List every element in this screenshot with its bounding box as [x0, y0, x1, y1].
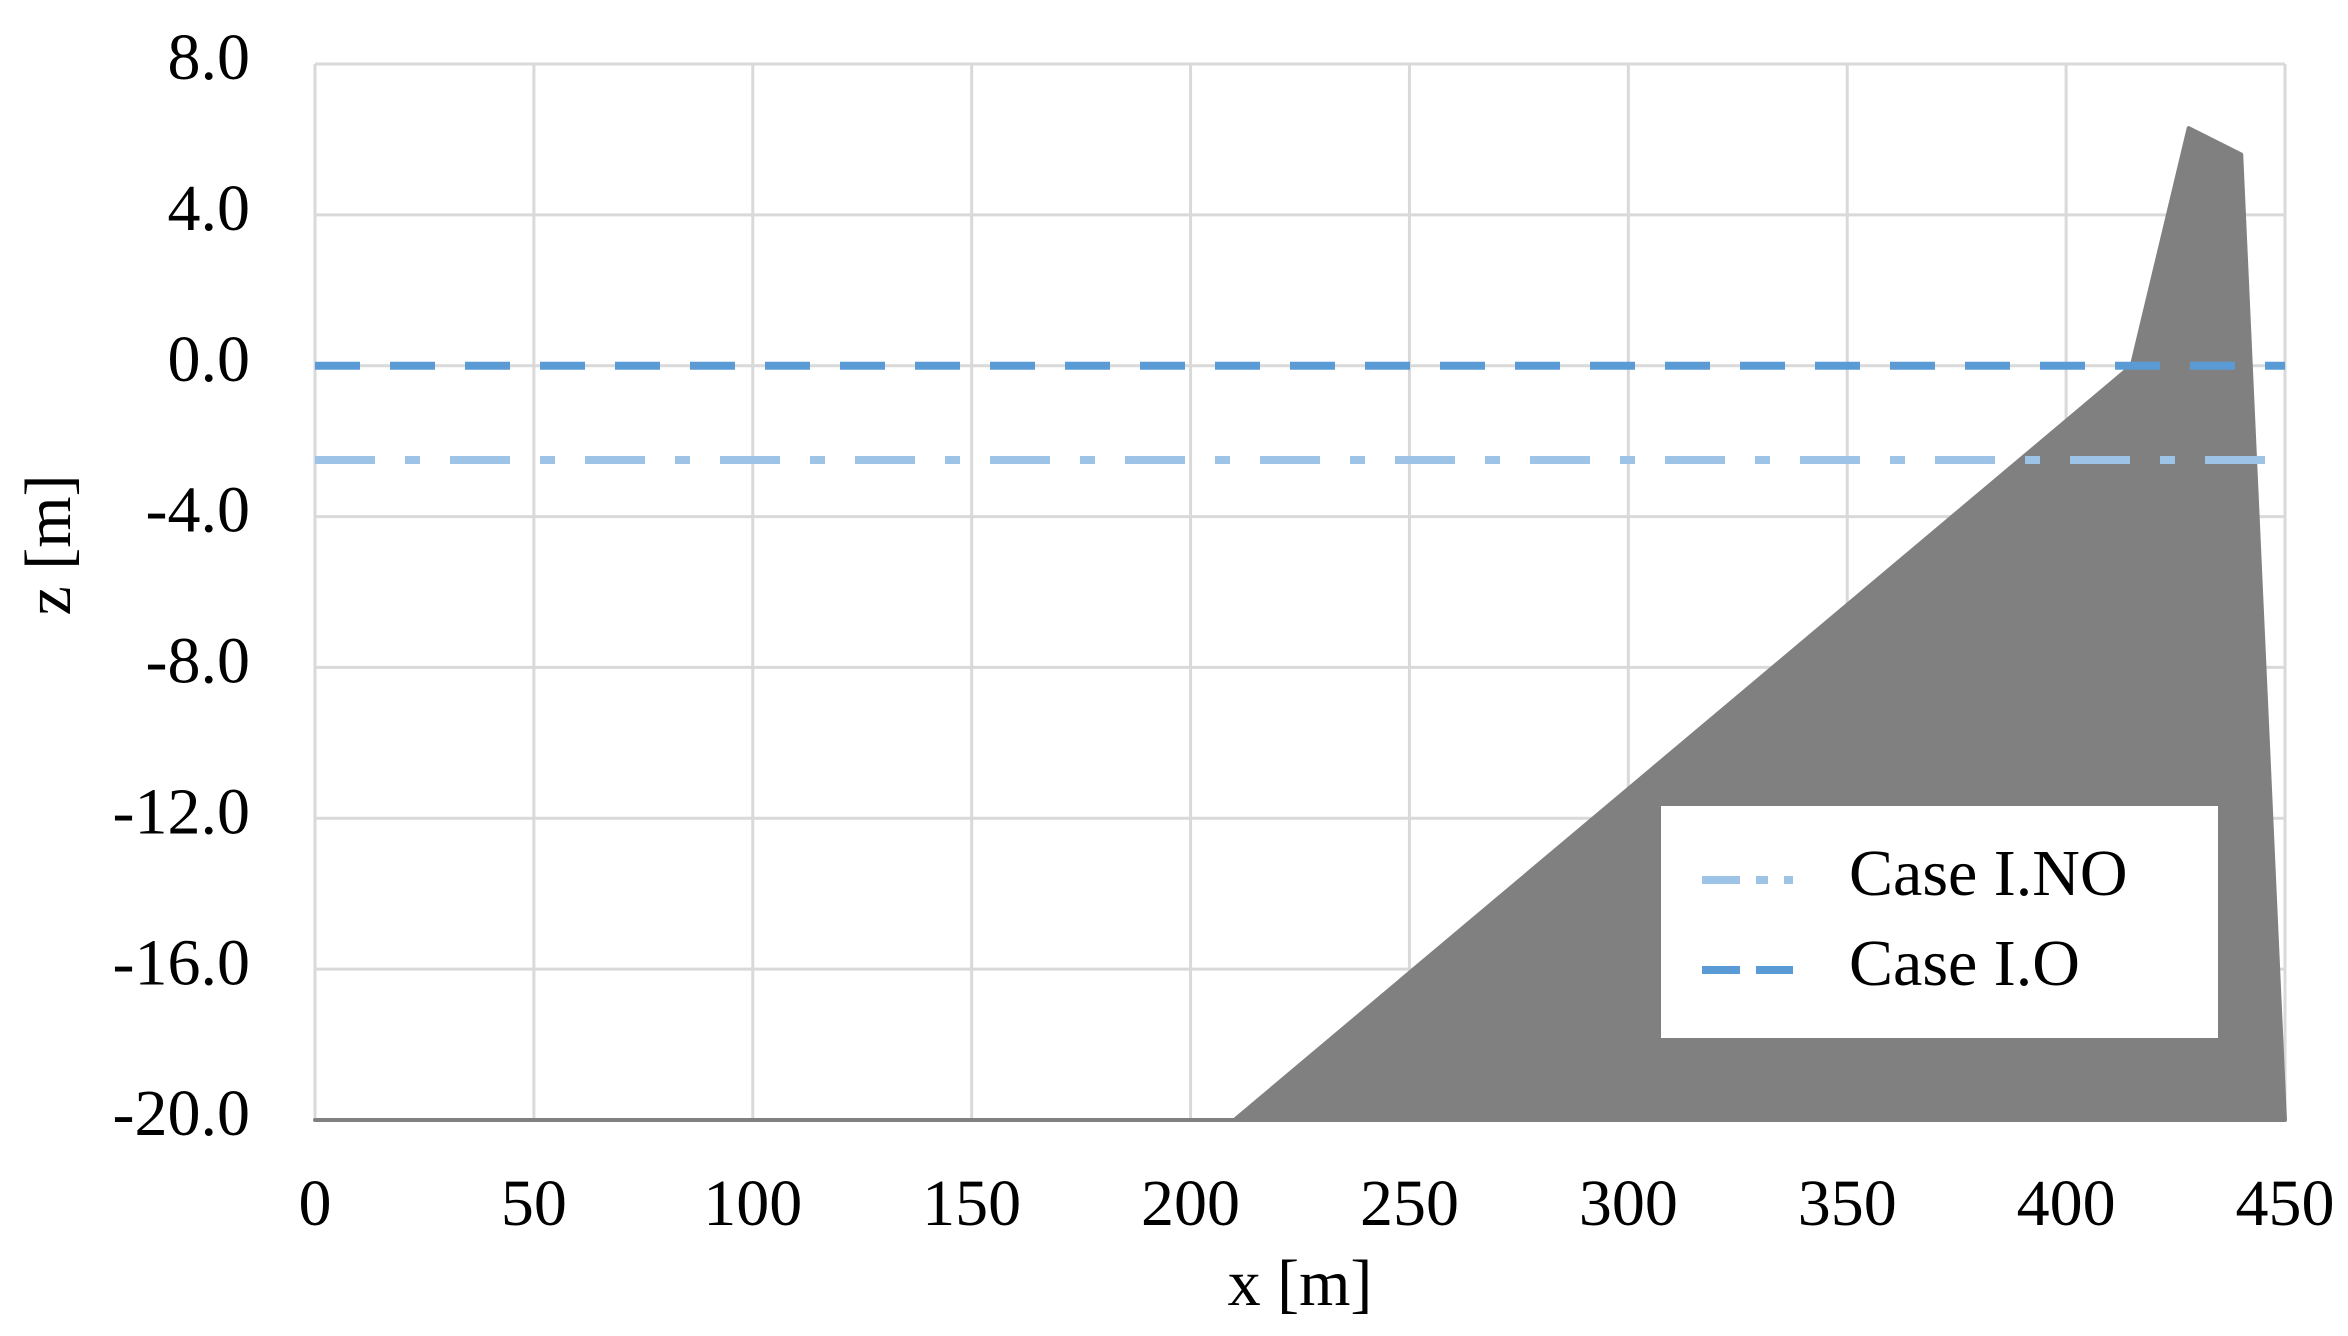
- y-tick-label: -20.0: [113, 1077, 250, 1150]
- x-tick-label: 300: [1579, 1167, 1678, 1240]
- legend-box: [1661, 806, 2218, 1038]
- y-tick-label: 8.0: [168, 21, 251, 94]
- x-tick-label: 250: [1360, 1167, 1459, 1240]
- x-axis-title: x [m]: [1228, 1247, 1373, 1320]
- legend-label: Case I.NO: [1849, 837, 2128, 910]
- x-tick-label: 450: [2236, 1167, 2335, 1240]
- y-tick-label: 4.0: [168, 172, 251, 245]
- x-tick-label: 0: [299, 1167, 332, 1240]
- x-tick-label: 150: [922, 1167, 1021, 1240]
- y-tick-label: 0.0: [168, 323, 251, 396]
- legend: Case I.NO Case I.O: [1661, 806, 2218, 1038]
- x-tick-label: 100: [703, 1167, 802, 1240]
- x-tick-label: 400: [2017, 1167, 2116, 1240]
- y-tick-label: -4.0: [146, 474, 250, 547]
- legend-label: Case I.O: [1849, 927, 2080, 1000]
- x-tick-label: 200: [1141, 1167, 1240, 1240]
- y-tick-label: -8.0: [146, 625, 250, 698]
- x-tick-label: 50: [501, 1167, 567, 1240]
- y-axis-title: z [m]: [12, 474, 85, 615]
- x-tick-label: 350: [1798, 1167, 1897, 1240]
- y-tick-label: -12.0: [113, 775, 250, 848]
- y-tick-label: -16.0: [113, 926, 250, 999]
